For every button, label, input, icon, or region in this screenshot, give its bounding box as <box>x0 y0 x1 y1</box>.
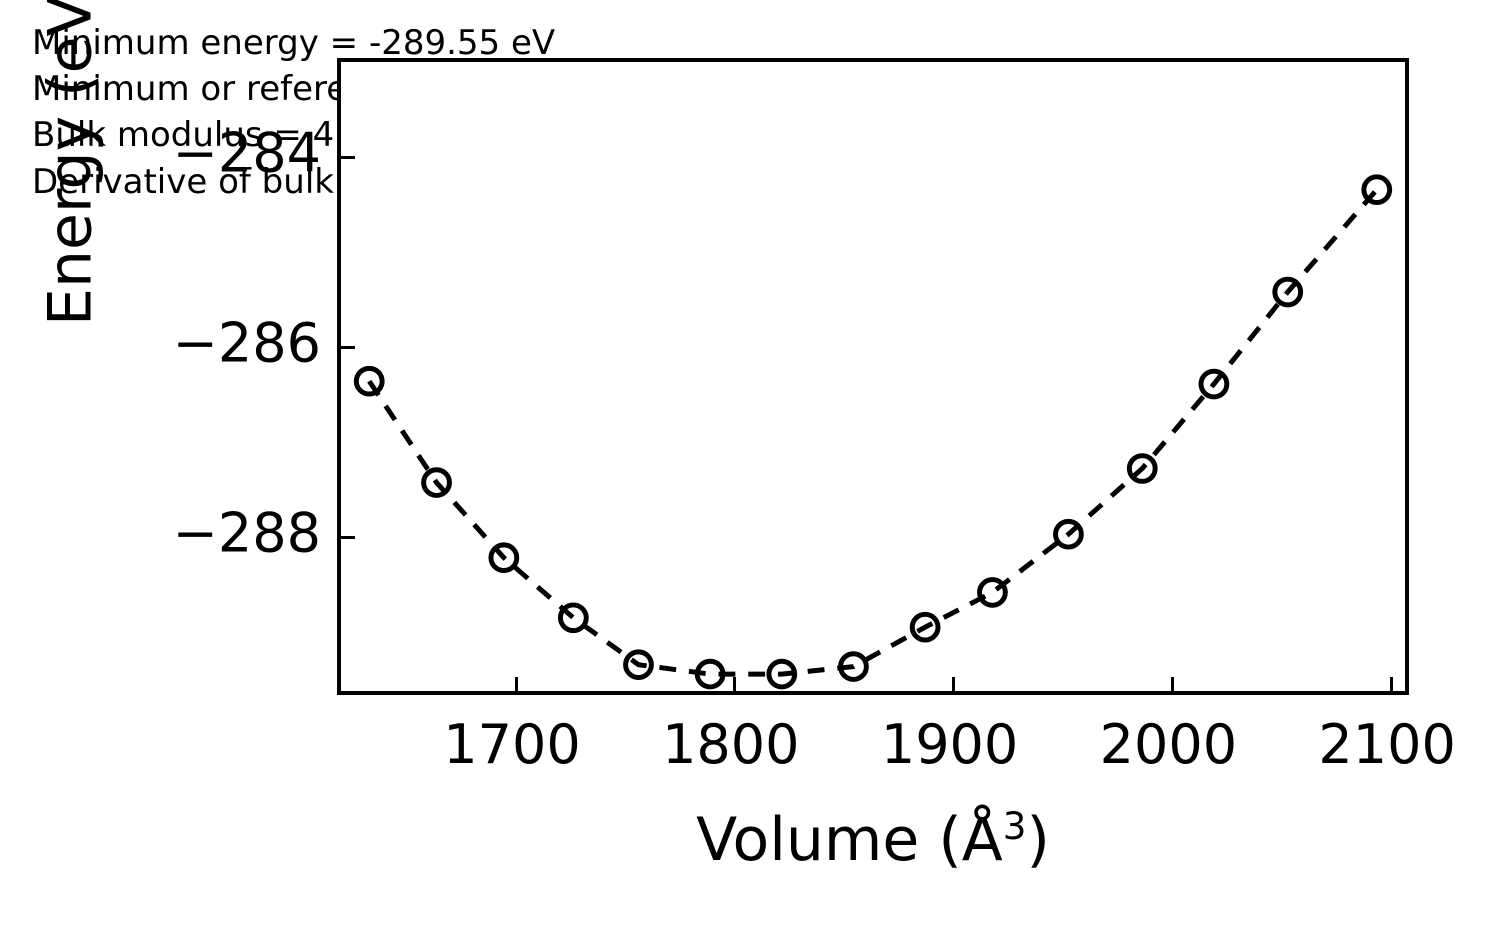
data-point-marker <box>766 658 798 690</box>
data-point-marker <box>1126 453 1158 484</box>
data-series-layer <box>353 174 1393 690</box>
y-axis-tick-label: −284 <box>172 121 321 185</box>
x-axis-tick <box>514 677 518 693</box>
series-line <box>367 188 1379 677</box>
data-point-marker <box>1053 518 1084 550</box>
x-axis-tick-label: 1700 <box>443 713 581 776</box>
x-axis-title-suffix: ) <box>1026 805 1050 875</box>
y-axis-tick-label: −288 <box>172 501 321 565</box>
data-point-marker <box>977 577 1008 608</box>
data-point-marker <box>838 651 869 682</box>
x-axis-tick-label: 2000 <box>1099 713 1238 776</box>
plot-area <box>337 58 1409 695</box>
data-point-marker <box>1272 276 1304 308</box>
annotation-minimum-energy: Minimum energy = -289.55 eV <box>32 23 556 63</box>
data-point-marker <box>353 365 385 397</box>
y-axis-tick <box>339 535 355 539</box>
data-point-marker <box>694 658 726 690</box>
y-axis-tick <box>339 345 355 349</box>
data-point-marker <box>623 649 654 681</box>
x-axis-tick-label: 1800 <box>662 713 800 776</box>
y-axis-tick-label: −286 <box>172 311 321 375</box>
data-point-marker <box>488 542 520 573</box>
x-axis-tick-label: 2100 <box>1318 713 1456 776</box>
data-point-marker <box>1198 368 1230 400</box>
x-axis-tick <box>1389 677 1393 693</box>
x-axis-title: Volume (Å3) <box>337 805 1409 875</box>
data-point-marker <box>421 467 452 498</box>
data-point-marker <box>1361 174 1393 205</box>
x-axis-tick <box>1170 677 1174 693</box>
x-axis-tick-label: 1900 <box>880 713 1019 776</box>
x-axis-tick <box>733 677 737 693</box>
x-axis-title-text: Volume (Å <box>696 805 1003 875</box>
x-axis-title-exponent: 3 <box>1002 804 1027 848</box>
y-axis-title-wrapper: Energy (eV) <box>36 0 106 468</box>
data-point-marker <box>909 611 941 643</box>
y-axis-tick <box>339 155 355 159</box>
data-point-marker <box>557 602 589 634</box>
x-axis-tick <box>952 677 956 693</box>
y-axis-title: Energy (eV) <box>35 0 106 326</box>
